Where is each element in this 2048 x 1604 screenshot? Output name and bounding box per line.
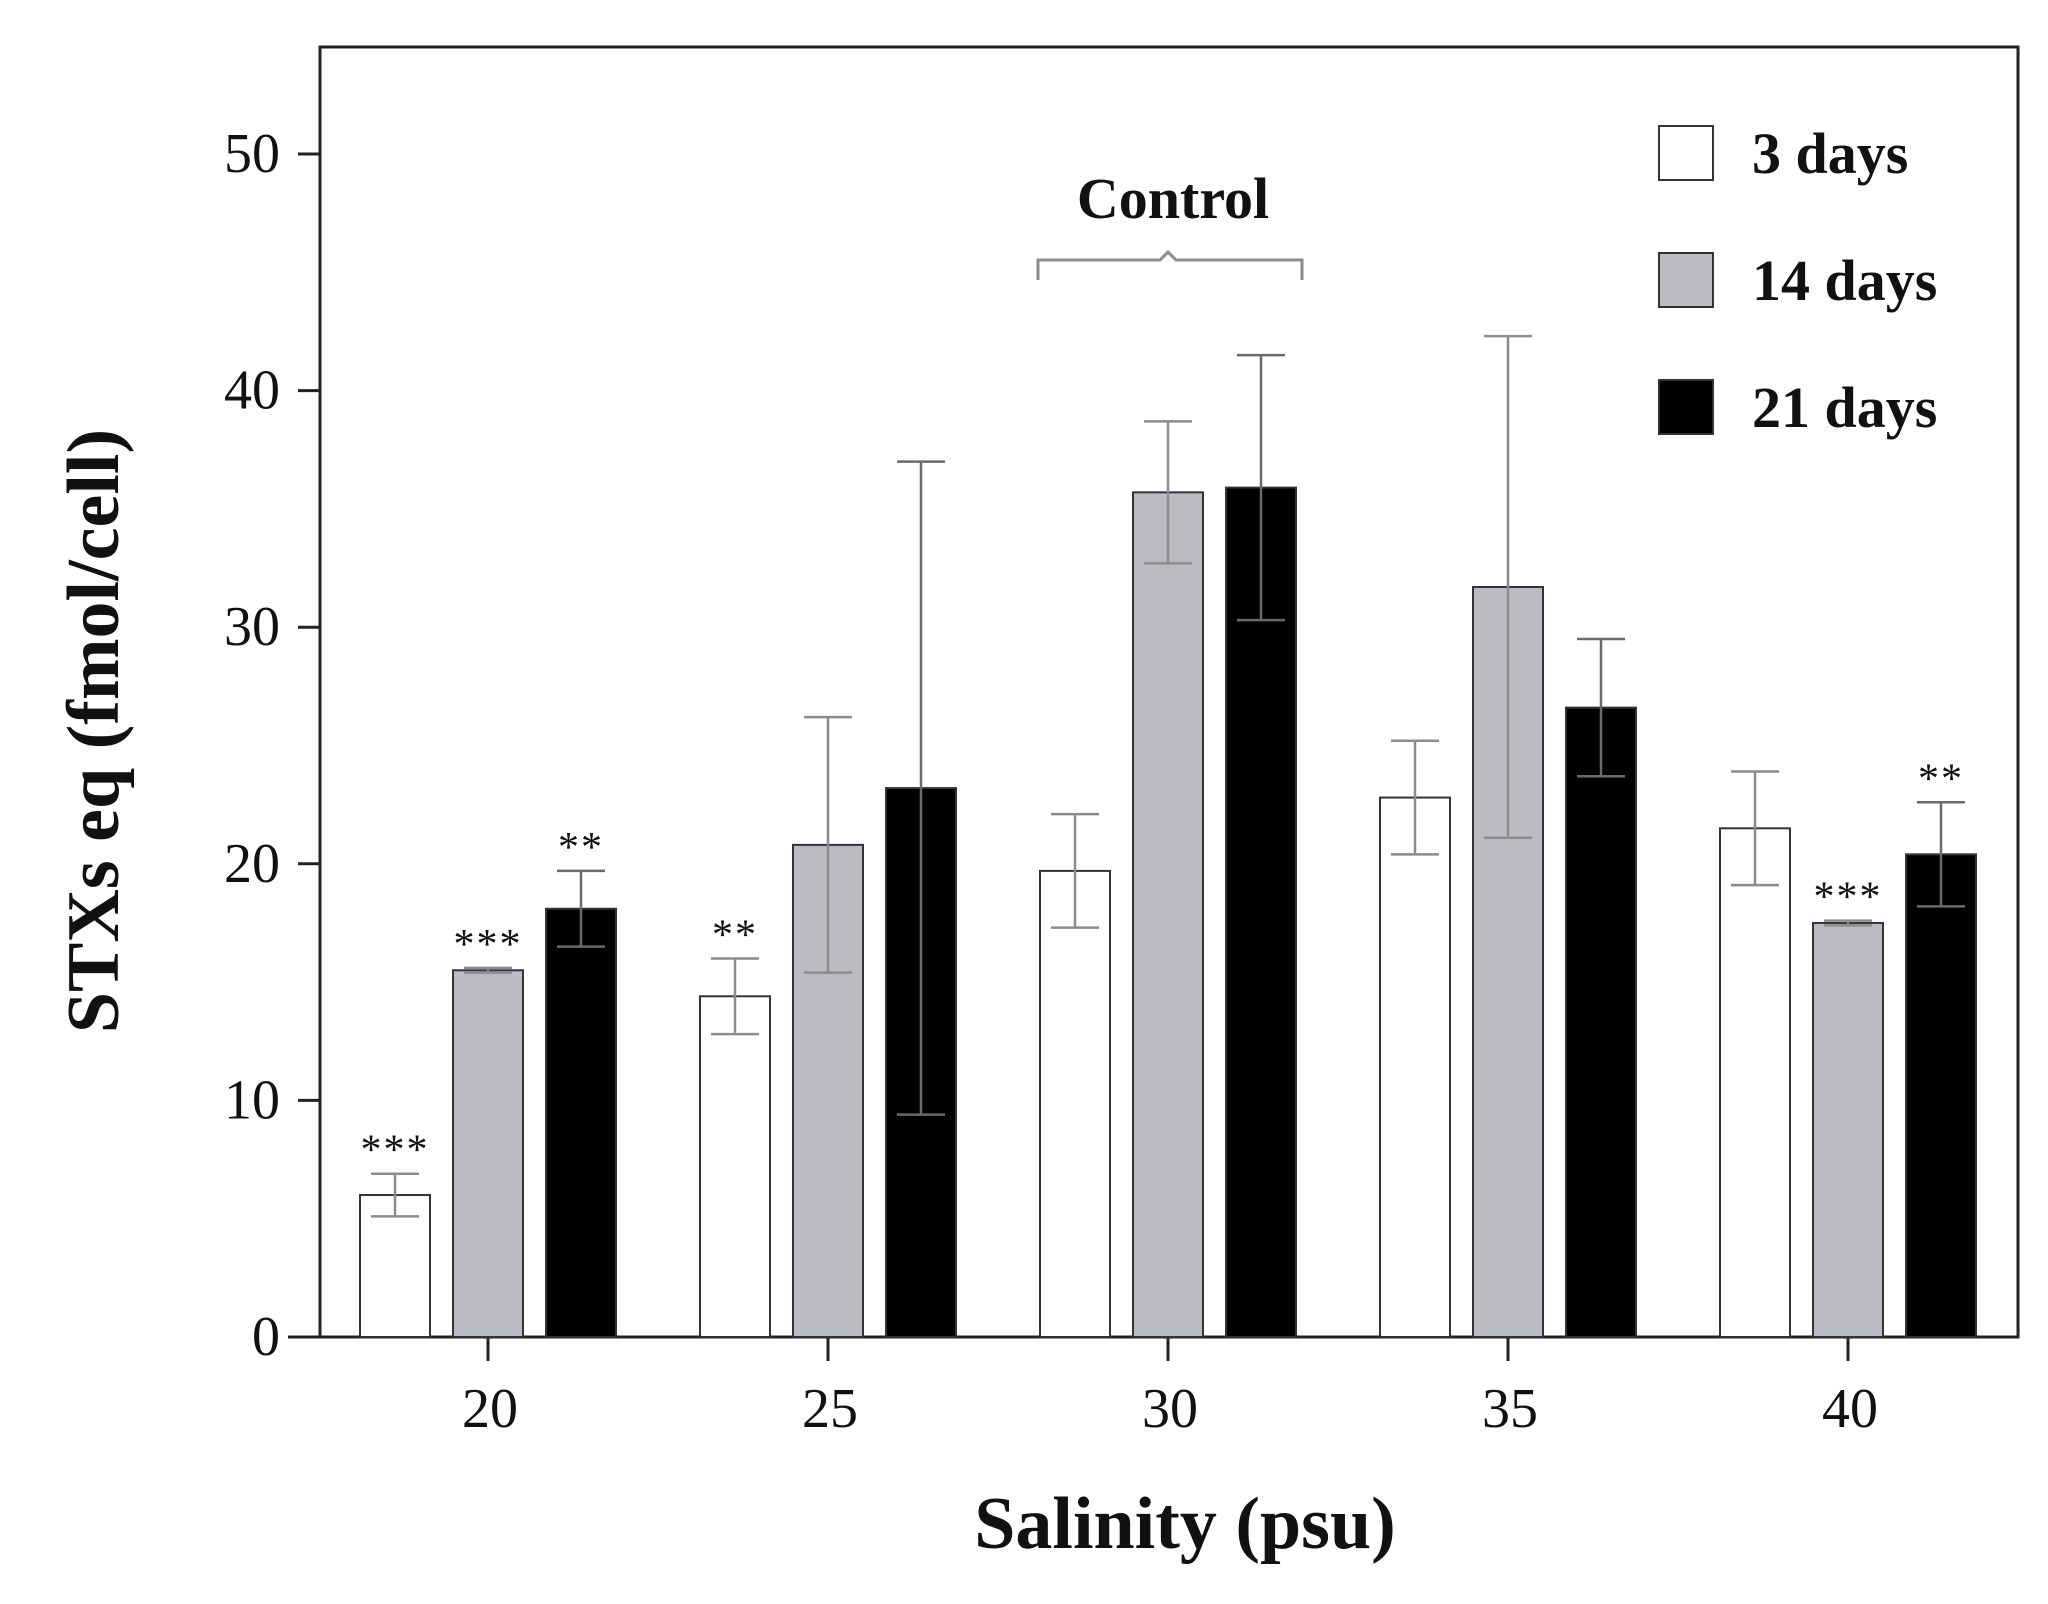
error-bar-group bbox=[371, 334, 1965, 1218]
control-annotation: Control bbox=[1036, 166, 1304, 280]
legend-label: 3 days bbox=[1752, 121, 1908, 186]
bar-series-group bbox=[359, 486, 1977, 1339]
bar bbox=[545, 907, 617, 1339]
y-axis: 0 10 20 30 40 50 bbox=[224, 123, 320, 1368]
bar bbox=[359, 1194, 431, 1339]
bar bbox=[1039, 869, 1111, 1338]
control-label: Control bbox=[1077, 166, 1269, 231]
y-axis-title: STXs eq (fmol/cell) bbox=[53, 429, 135, 1033]
y-tick-label: 20 bbox=[224, 833, 280, 895]
legend-label: 14 days bbox=[1752, 248, 1937, 313]
x-tick-label: 30 bbox=[1142, 1378, 1198, 1440]
x-tick-label: 20 bbox=[462, 1378, 518, 1440]
bar bbox=[1905, 853, 1977, 1338]
significance-marker: *** bbox=[361, 1128, 430, 1174]
significance-marker: *** bbox=[454, 922, 523, 968]
y-tick-label: 40 bbox=[224, 360, 280, 422]
legend: 3 days 14 days 21 days bbox=[1658, 121, 1937, 440]
control-brace bbox=[1036, 249, 1304, 280]
x-tick-label: 40 bbox=[1822, 1378, 1878, 1440]
y-tick-label: 30 bbox=[224, 596, 280, 658]
bar bbox=[1379, 796, 1451, 1338]
significance-marker: ** bbox=[1918, 756, 1964, 802]
legend-label: 21 days bbox=[1752, 375, 1937, 440]
legend-swatch bbox=[1658, 125, 1714, 181]
x-axis-title: Salinity (psu) bbox=[974, 1483, 1396, 1565]
y-tick-label: 0 bbox=[252, 1306, 280, 1368]
significance-marker: *** bbox=[1814, 875, 1883, 921]
y-tick-label: 50 bbox=[224, 123, 280, 185]
bar bbox=[699, 995, 771, 1339]
bar bbox=[1719, 827, 1791, 1338]
x-tick-label: 35 bbox=[1482, 1378, 1538, 1440]
legend-swatch bbox=[1658, 379, 1714, 435]
legend-swatch bbox=[1658, 252, 1714, 308]
significance-group: *************** bbox=[361, 756, 1964, 1174]
bar bbox=[1812, 921, 1884, 1338]
bar bbox=[1565, 706, 1637, 1338]
significance-marker: ** bbox=[558, 825, 604, 871]
y-tick-label: 10 bbox=[224, 1069, 280, 1131]
bar bbox=[1132, 491, 1204, 1338]
bar bbox=[1225, 486, 1297, 1338]
x-tick-label: 25 bbox=[802, 1378, 858, 1440]
significance-marker: ** bbox=[712, 912, 758, 958]
bar bbox=[452, 969, 524, 1339]
x-axis: 20 25 30 35 40 bbox=[288, 1335, 2018, 1440]
